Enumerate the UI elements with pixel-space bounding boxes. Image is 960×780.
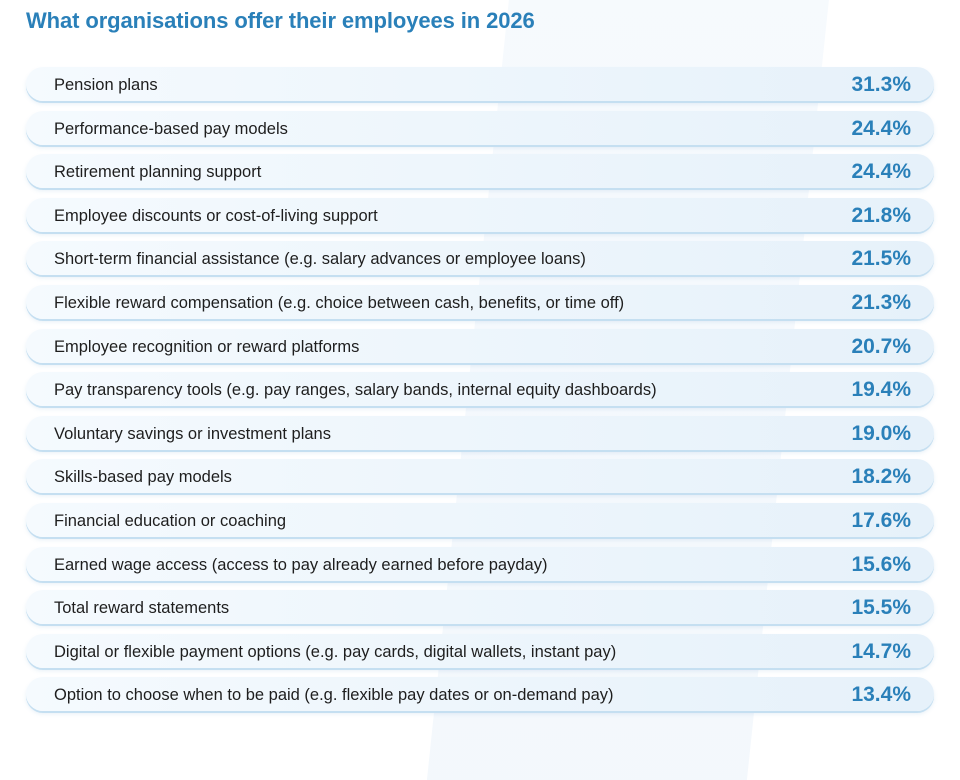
list-item: Option to choose when to be paid (e.g. f… bbox=[26, 677, 934, 712]
item-label: Employee discounts or cost-of-living sup… bbox=[54, 206, 378, 225]
item-value: 19.4% bbox=[851, 378, 911, 402]
item-value: 15.5% bbox=[851, 596, 911, 620]
item-label: Performance-based pay models bbox=[54, 119, 288, 138]
list-item: Retirement planning support 24.4% bbox=[26, 154, 934, 189]
item-label: Retirement planning support bbox=[54, 163, 262, 182]
list-item: Employee discounts or cost-of-living sup… bbox=[26, 197, 934, 232]
item-value: 21.8% bbox=[851, 203, 911, 227]
item-label: Skills-based pay models bbox=[54, 468, 232, 487]
item-value: 20.7% bbox=[851, 334, 911, 358]
item-label: Financial education or coaching bbox=[54, 511, 287, 530]
item-value: 17.6% bbox=[851, 508, 911, 532]
item-value: 31.3% bbox=[851, 73, 911, 96]
list-item: Pension plans 31.3% bbox=[26, 67, 934, 101]
list-item: Digital or flexible payment options (e.g… bbox=[26, 633, 934, 668]
item-value: 19.0% bbox=[851, 421, 911, 445]
item-value: 14.7% bbox=[851, 639, 911, 663]
list-item: Skills-based pay models 18.2% bbox=[26, 459, 934, 494]
item-label: Voluntary savings or investment plans bbox=[54, 424, 331, 443]
chart-title: What organisations offer their employees… bbox=[26, 8, 535, 33]
list-item: Flexible reward compensation (e.g. choic… bbox=[26, 284, 934, 319]
item-label: Digital or flexible payment options (e.g… bbox=[54, 642, 617, 661]
item-label: Flexible reward compensation (e.g. choic… bbox=[54, 293, 625, 312]
list-item: Short-term financial assistance (e.g. sa… bbox=[26, 241, 934, 276]
item-value: 21.3% bbox=[851, 290, 911, 314]
item-value: 24.4% bbox=[851, 160, 911, 184]
list-item: Total reward statements 15.5% bbox=[26, 590, 934, 625]
item-label: Earned wage access (access to pay alread… bbox=[54, 555, 548, 574]
offerings-list: Pension plans 31.3% Performance-based pay … bbox=[26, 67, 934, 721]
item-label: Option to choose when to be paid (e.g. f… bbox=[54, 686, 614, 705]
item-value: 15.6% bbox=[851, 552, 911, 576]
item-label: Short-term financial assistance (e.g. sa… bbox=[54, 250, 586, 269]
list-item: Employee recognition or reward platforms… bbox=[26, 328, 934, 363]
list-item: Earned wage access (access to pay alread… bbox=[26, 546, 934, 581]
item-value: 21.5% bbox=[851, 247, 911, 271]
item-value: 18.2% bbox=[851, 465, 911, 489]
item-label: Employee recognition or reward platforms bbox=[54, 337, 360, 356]
list-item: Performance-based pay models 24.4% bbox=[26, 110, 934, 145]
item-value: 13.4% bbox=[851, 683, 911, 707]
list-item: Financial education or coaching 17.6% bbox=[26, 502, 934, 537]
item-value: 24.4% bbox=[851, 116, 911, 140]
list-item: Pay transparency tools (e.g. pay ranges,… bbox=[26, 372, 934, 407]
list-item: Voluntary savings or investment plans 19.… bbox=[26, 415, 934, 450]
item-label: Pay transparency tools (e.g. pay ranges,… bbox=[54, 381, 657, 400]
item-label: Pension plans bbox=[54, 76, 158, 94]
item-label: Total reward statements bbox=[54, 599, 230, 618]
